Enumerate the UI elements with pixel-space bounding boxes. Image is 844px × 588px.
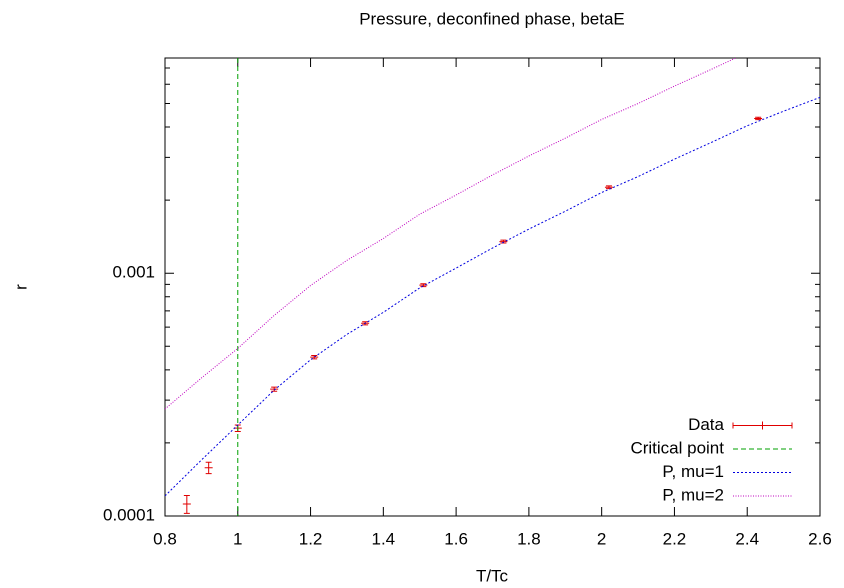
x-tick-label: 1.4: [372, 529, 396, 548]
plot-frame: [164, 57, 821, 517]
data-point: [419, 283, 428, 288]
data-point: [310, 355, 319, 360]
data-point: [182, 494, 191, 514]
legend-sample: [732, 421, 793, 430]
x-tick-label: 2.4: [735, 529, 759, 548]
fit-curve: [165, 58, 737, 410]
data-point: [499, 239, 508, 244]
x-axis-label: T/Tc: [476, 566, 509, 585]
x-tick-label: 2.2: [663, 529, 687, 548]
x-tick-label: 2: [597, 529, 606, 548]
legend-label: Data: [688, 415, 724, 434]
data-point: [754, 116, 763, 121]
x-tick-label: 1.8: [517, 529, 541, 548]
y-tick-label: 0.001: [112, 263, 155, 282]
plot-area: [165, 58, 820, 516]
y-tick-label: 0.0001: [103, 505, 155, 524]
legend-label: P, mu=1: [662, 462, 724, 481]
legend-label: P, mu=2: [662, 485, 724, 504]
data-point: [204, 461, 213, 475]
legend-label: Critical point: [630, 438, 724, 457]
data-point: [270, 386, 279, 392]
x-tick-label: 1: [233, 529, 242, 548]
fit-curve: [165, 96, 820, 497]
x-tick-label: 1.2: [299, 529, 323, 548]
x-tick-label: 2.6: [808, 529, 832, 548]
x-tick-label: 0.8: [153, 529, 177, 548]
chart-title: Pressure, deconfined phase, betaE: [359, 9, 625, 28]
y-axis-label: r: [11, 284, 30, 290]
data-point: [604, 185, 613, 190]
x-tick-label: 1.6: [444, 529, 468, 548]
